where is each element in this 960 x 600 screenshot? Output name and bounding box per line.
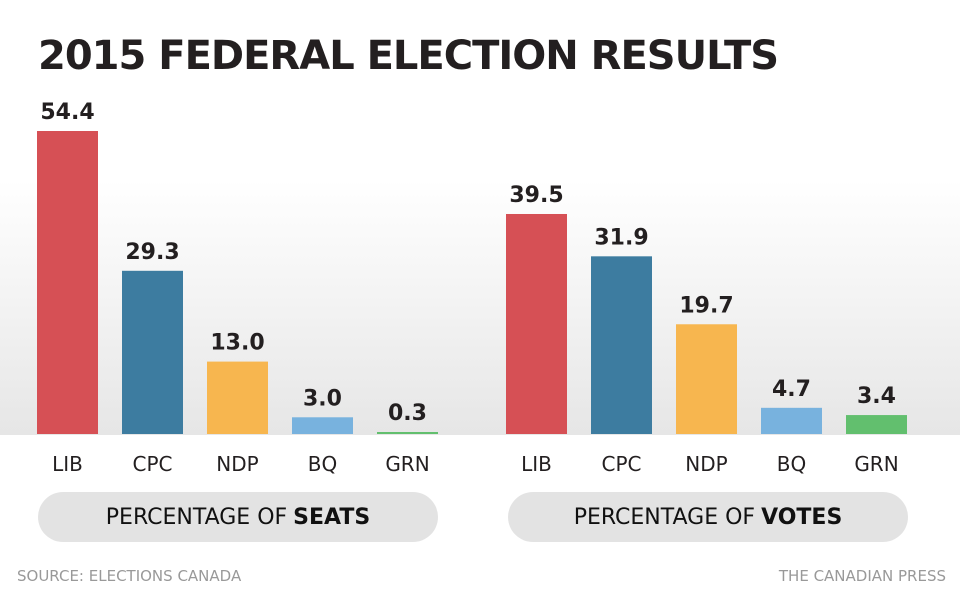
caption-prefix: PERCENTAGE OF (105, 504, 288, 530)
category-label: GRN (854, 452, 898, 476)
caption-prefix: PERCENTAGE OF (573, 504, 756, 530)
data-label: 29.3 (125, 240, 179, 265)
category-label: BQ (308, 452, 337, 476)
bar-lib (37, 131, 98, 434)
data-label: 3.0 (303, 386, 342, 411)
chart-title: 2015 FEDERAL ELECTION RESULTS (38, 33, 779, 79)
bar-grn (377, 432, 438, 434)
caption-bold: SEATS (293, 504, 371, 530)
data-label: 31.9 (594, 225, 648, 250)
category-label: NDP (216, 452, 258, 476)
seats-chart: 54.4 LIB 29.3 CPC 13.0 NDP 3.0 BQ 0.3 GRN (37, 100, 438, 476)
seats-chart-caption: PERCENTAGE OF SEATS (38, 492, 438, 542)
bar-bq (292, 417, 353, 434)
bar-ndp (207, 361, 268, 434)
category-label: NDP (685, 452, 727, 476)
votes-chart: 39.5 LIB 31.9 CPC 19.7 NDP 4.7 BQ 3.4 GRN (506, 183, 907, 476)
category-label: BQ (777, 452, 806, 476)
category-label: CPC (133, 452, 173, 476)
bar-ndp (676, 324, 737, 434)
bar-bq (761, 407, 822, 434)
bar-grn (846, 415, 907, 434)
data-label: 4.7 (772, 377, 811, 402)
category-label: LIB (52, 452, 83, 476)
data-label: 39.5 (509, 183, 563, 208)
data-label: 54.4 (40, 100, 94, 125)
bar-lib (506, 213, 567, 434)
bar-cpc (122, 270, 183, 434)
data-label: 19.7 (679, 293, 733, 318)
votes-chart-caption: PERCENTAGE OF VOTES (508, 492, 908, 542)
data-label: 3.4 (857, 384, 896, 409)
bar-cpc (591, 256, 652, 434)
data-label: 13.0 (210, 331, 264, 356)
data-label: 0.3 (388, 401, 427, 426)
category-label: CPC (602, 452, 642, 476)
category-label: LIB (521, 452, 552, 476)
source-note: SOURCE: ELECTIONS CANADA (17, 567, 242, 585)
credit-note: THE CANADIAN PRESS (778, 567, 946, 585)
category-label: GRN (385, 452, 429, 476)
caption-bold: VOTES (761, 504, 843, 530)
